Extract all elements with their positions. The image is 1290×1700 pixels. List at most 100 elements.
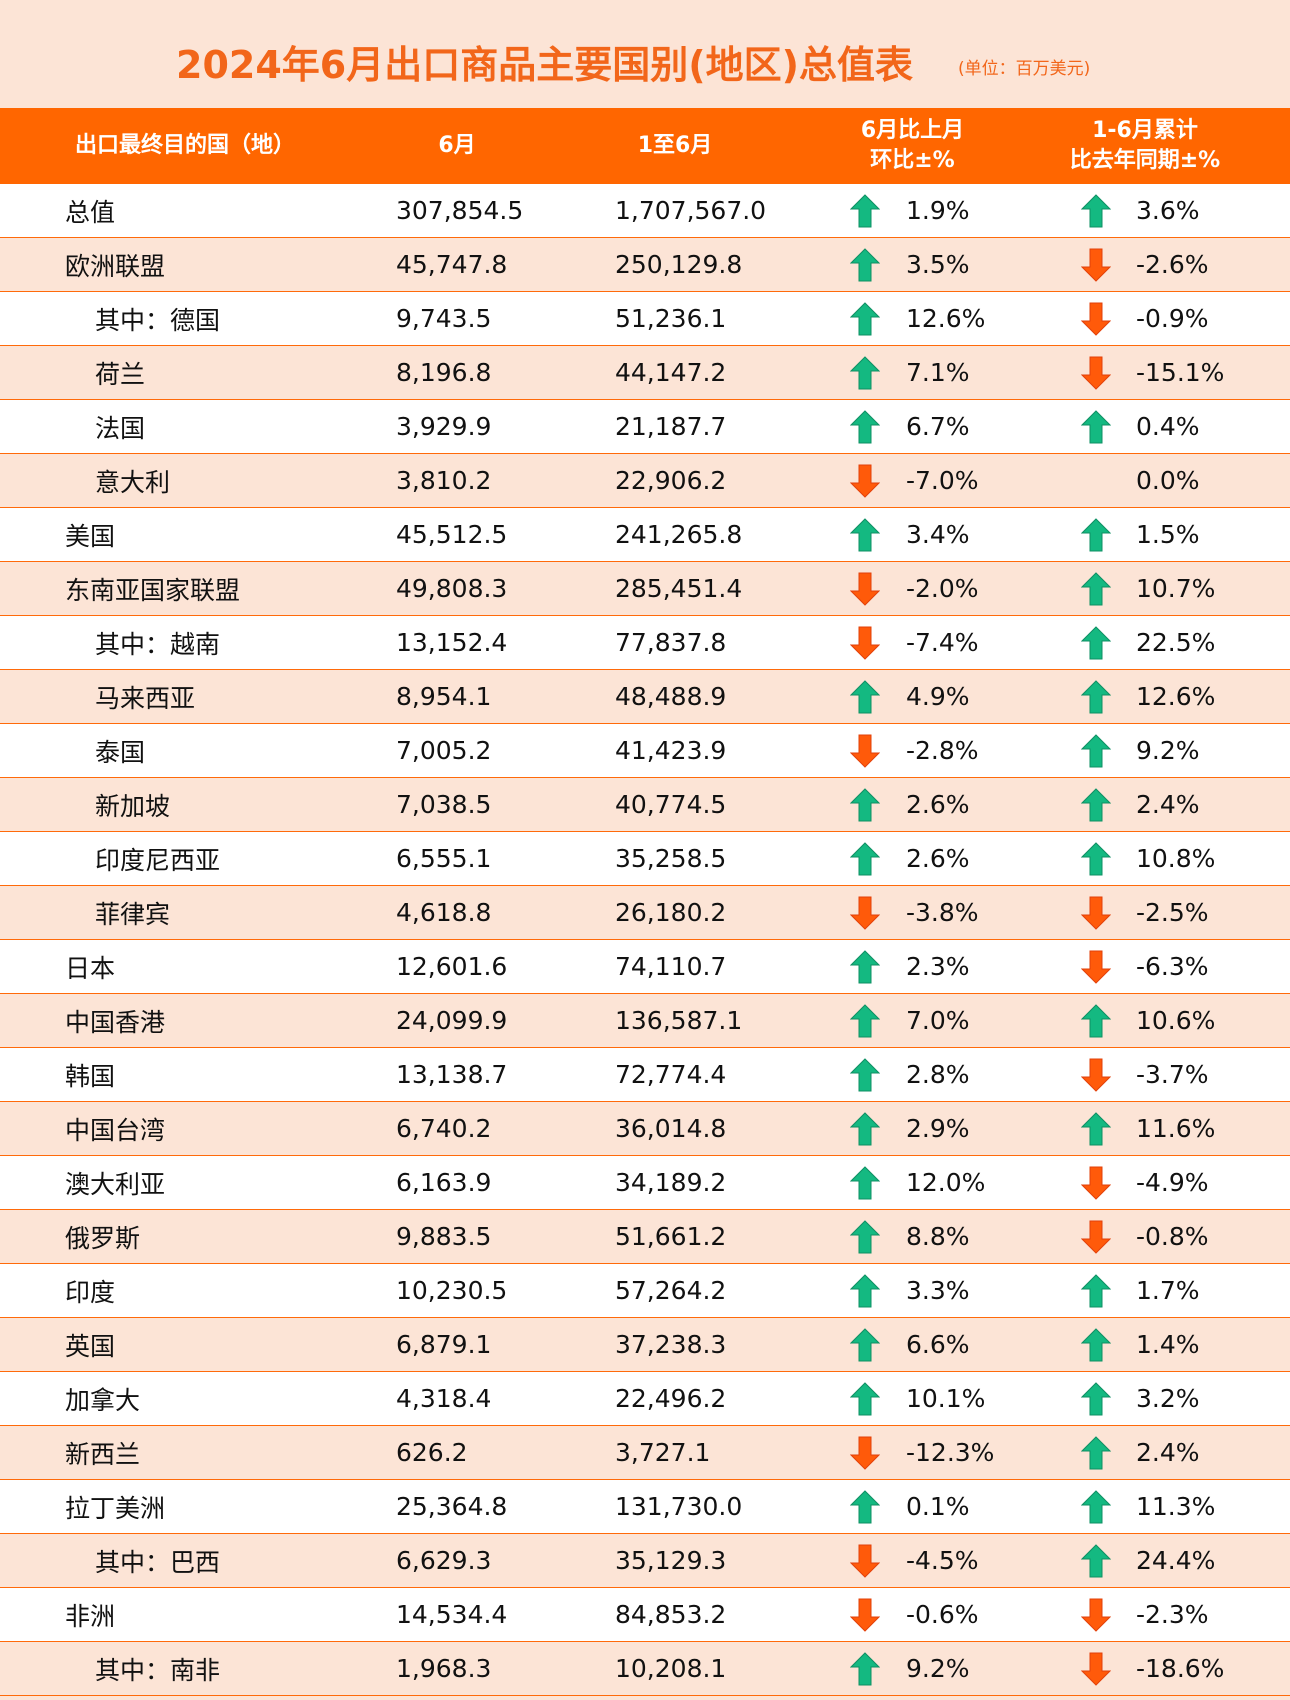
arrow-down-icon (1081, 940, 1111, 993)
arrow-down-icon (1081, 1048, 1111, 1101)
arrow-up-icon (1081, 1264, 1111, 1317)
arrow-down-icon (1081, 1588, 1111, 1641)
destination-name: 中国香港 (65, 1007, 166, 1037)
column-header-mom: 6月比上月 环比±% (860, 118, 965, 173)
arrow-down-icon (1081, 238, 1111, 291)
yoy-change: -3.7% (1136, 1060, 1209, 1089)
jan-jun-value: 48,488.9 (615, 682, 727, 711)
jan-jun-value: 51,661.2 (615, 1222, 727, 1251)
yoy-change: 22.5% (1136, 628, 1216, 657)
destination-name: 中国台湾 (65, 1115, 166, 1145)
jan-jun-value: 37,238.3 (615, 1330, 727, 1359)
jan-jun-value: 10,208.1 (615, 1654, 727, 1683)
arrow-up-icon (850, 1048, 880, 1101)
table-row: 法国 3,929.9 21,187.7 6.7% 0.4% (0, 400, 1290, 454)
table-row: 英国 6,879.1 37,238.3 6.6% 1.4% (0, 1318, 1290, 1372)
yoy-change: -2.6% (1136, 250, 1209, 279)
arrow-up-icon (850, 1480, 880, 1533)
jan-jun-value: 41,423.9 (615, 736, 727, 765)
destination-name: 日本 (65, 953, 116, 983)
arrow-up-icon (850, 1372, 880, 1425)
arrow-up-icon (850, 940, 880, 993)
arrow-up-icon (1081, 1102, 1111, 1155)
table-row: 新加坡 7,038.5 40,774.5 2.6% 2.4% (0, 778, 1290, 832)
arrow-up-icon (1081, 508, 1111, 561)
jan-jun-value: 40,774.5 (615, 790, 727, 819)
june-value: 3,929.9 (396, 412, 492, 441)
arrow-up-icon (1081, 1426, 1111, 1479)
mom-change: -0.6% (906, 1600, 979, 1629)
destination-name: 印度尼西亚 (95, 845, 221, 875)
destination-name: 菲律宾 (95, 899, 171, 929)
yoy-change: 10.8% (1136, 844, 1216, 873)
yoy-change: 1.4% (1136, 1330, 1200, 1359)
table-row: 荷兰 8,196.8 44,147.2 7.1% -15.1% (0, 346, 1290, 400)
table-row: 其中：越南 13,152.4 77,837.8 -7.4% 22.5% (0, 616, 1290, 670)
jan-jun-value: 26,180.2 (615, 898, 727, 927)
june-value: 9,883.5 (396, 1222, 492, 1251)
arrow-down-icon (850, 1588, 880, 1641)
june-value: 12,601.6 (396, 952, 508, 981)
june-value: 3,810.2 (396, 466, 492, 495)
destination-name: 印度 (65, 1277, 116, 1307)
destination-name: 新西兰 (65, 1439, 141, 1469)
mom-change: 3.4% (906, 520, 970, 549)
arrow-up-icon (850, 1264, 880, 1317)
table-row: 泰国 7,005.2 41,423.9 -2.8% 9.2% (0, 724, 1290, 778)
mom-change: 10.1% (906, 1384, 986, 1413)
arrow-down-icon (1081, 1156, 1111, 1209)
arrow-up-icon (1081, 1318, 1111, 1371)
arrow-up-icon (1081, 184, 1111, 237)
mom-change: 12.6% (906, 304, 986, 333)
table-row: 非洲 14,534.4 84,853.2 -0.6% -2.3% (0, 1588, 1290, 1642)
table-row: 其中：南非 1,968.3 10,208.1 9.2% -18.6% (0, 1642, 1290, 1696)
june-value: 6,629.3 (396, 1546, 492, 1575)
mom-change: -7.4% (906, 628, 979, 657)
mom-change: -12.3% (906, 1438, 995, 1467)
arrow-up-icon (1081, 616, 1111, 669)
column-header-june: 6月 (438, 133, 476, 158)
june-value: 14,534.4 (396, 1600, 508, 1629)
arrow-up-icon (850, 670, 880, 723)
mom-change: 4.9% (906, 682, 970, 711)
arrow-up-icon (850, 238, 880, 291)
mom-change: -2.8% (906, 736, 979, 765)
yoy-change: 3.2% (1136, 1384, 1200, 1413)
jan-jun-value: 1,707,567.0 (615, 196, 767, 225)
table-row: 其中：巴西 6,629.3 35,129.3 -4.5% 24.4% (0, 1534, 1290, 1588)
table-row: 东南亚国家联盟 49,808.3 285,451.4 -2.0% 10.7% (0, 562, 1290, 616)
yoy-change: -15.1% (1136, 358, 1225, 387)
destination-name: 其中：南非 (95, 1655, 221, 1685)
arrow-up-icon (1081, 1372, 1111, 1425)
arrow-down-icon (1081, 1210, 1111, 1263)
june-value: 13,138.7 (396, 1060, 508, 1089)
yoy-change: -0.8% (1136, 1222, 1209, 1251)
june-value: 8,196.8 (396, 358, 492, 387)
table-row: 美国 45,512.5 241,265.8 3.4% 1.5% (0, 508, 1290, 562)
june-value: 9,743.5 (396, 304, 492, 333)
yoy-change: 9.2% (1136, 736, 1200, 765)
table-row: 印度 10,230.5 57,264.2 3.3% 1.7% (0, 1264, 1290, 1318)
june-value: 7,005.2 (396, 736, 492, 765)
yoy-change: 11.3% (1136, 1492, 1216, 1521)
jan-jun-value: 36,014.8 (615, 1114, 727, 1143)
destination-name: 总值 (65, 197, 116, 227)
mom-change: -4.5% (906, 1546, 979, 1575)
destination-name: 拉丁美洲 (65, 1493, 166, 1523)
table-row: 欧洲联盟 45,747.8 250,129.8 3.5% -2.6% (0, 238, 1290, 292)
jan-jun-value: 285,451.4 (615, 574, 743, 603)
mom-change: 2.6% (906, 790, 970, 819)
jan-jun-value: 241,265.8 (615, 520, 743, 549)
yoy-change: 12.6% (1136, 682, 1216, 711)
destination-name: 其中：越南 (95, 629, 221, 659)
yoy-change: 2.4% (1136, 790, 1200, 819)
mom-change: 2.8% (906, 1060, 970, 1089)
yoy-change: -2.5% (1136, 898, 1209, 927)
yoy-change: 0.4% (1136, 412, 1200, 441)
june-value: 24,099.9 (396, 1006, 508, 1035)
arrow-up-icon (850, 1318, 880, 1371)
arrow-down-icon (850, 454, 880, 507)
destination-name: 加拿大 (65, 1385, 141, 1415)
june-value: 1,968.3 (396, 1654, 492, 1683)
destination-name: 新加坡 (95, 791, 171, 821)
